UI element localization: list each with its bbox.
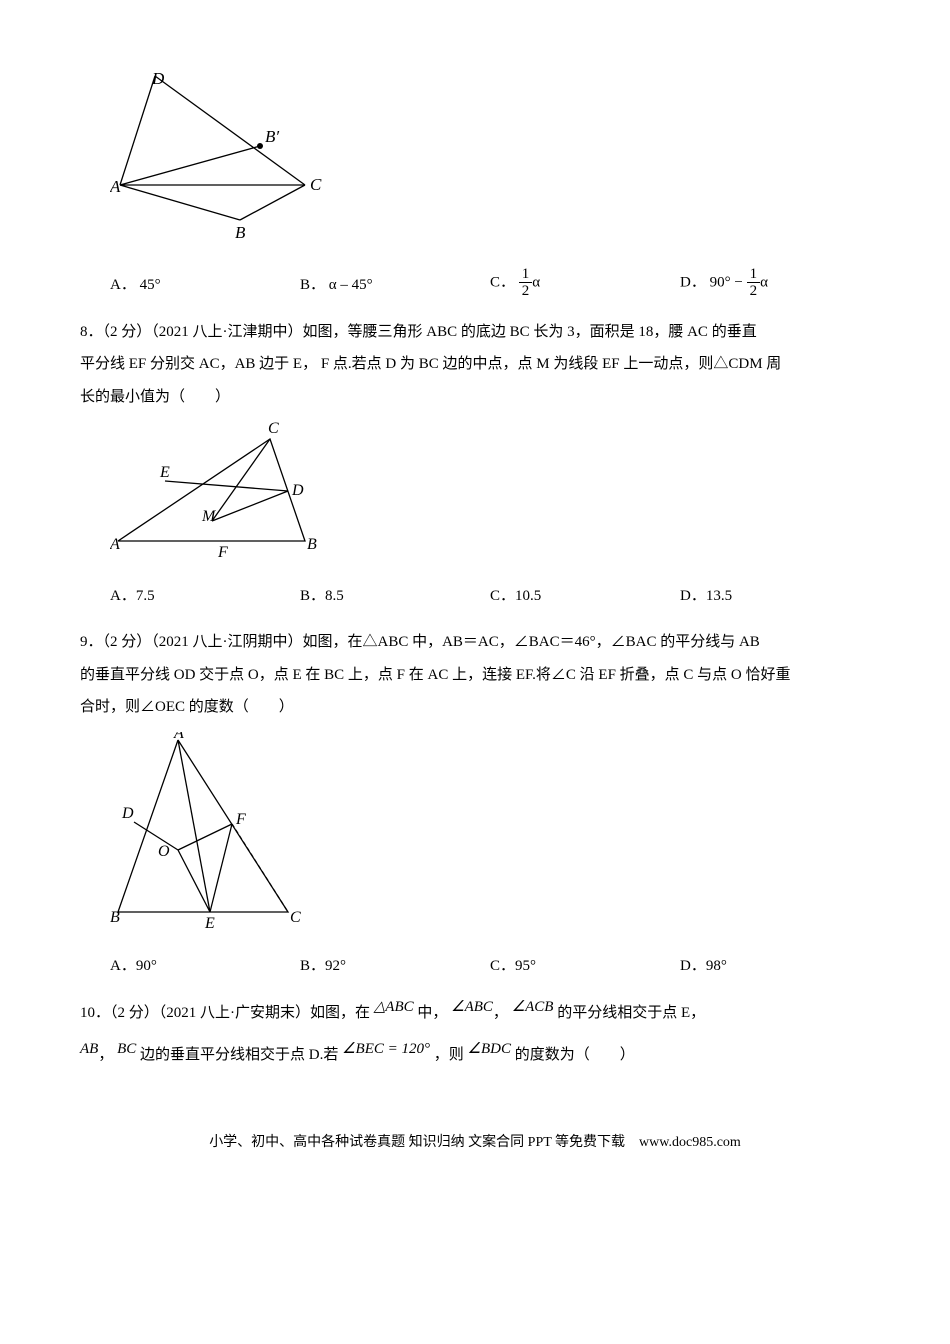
q8-stem-line1: 8．（2 分）（2021 八上·江津期中）如图，等腰三角形 ABC 的底边 BC…	[80, 318, 870, 347]
opt-value: α – 45°	[329, 277, 373, 293]
q7-option-a: A． 45°	[110, 271, 300, 300]
q8-option-c: C．10.5	[490, 582, 680, 611]
page-footer: 小学、初中、高中各种试卷真题 知识归纳 文案合同 PPT 等免费下载 www.d…	[80, 1130, 870, 1157]
opt-label: B．	[300, 277, 325, 293]
svg-text:D: D	[291, 482, 304, 499]
q10-stem-line2: AB， BC 边的垂直平分线相交于点 D.若 ∠BEC = 120° ，则 ∠B…	[80, 1041, 870, 1070]
svg-text:A: A	[173, 732, 184, 742]
svg-text:F: F	[235, 811, 246, 828]
q10-stem-line1: 10．（2 分）（2021 八上·广安期末）如图，在 △ABC 中， ∠ABC，…	[80, 999, 870, 1028]
svg-text:D: D	[121, 805, 134, 822]
svg-text:D: D	[151, 70, 165, 88]
q9-stem-line2: 的垂直平分线 OD 交于点 O，点 E 在 BC 上，点 F 在 AC 上，连接…	[80, 661, 870, 690]
q8-option-b: B．8.5	[300, 582, 490, 611]
q7-option-b: B． α – 45°	[300, 271, 490, 300]
svg-text:E: E	[204, 915, 215, 932]
svg-text:E: E	[159, 464, 170, 481]
q8-options: A．7.5 B．8.5 C．10.5 D．13.5	[110, 582, 870, 611]
opt-label: C．	[490, 274, 515, 290]
q7-figure: A B B′ C D	[110, 70, 870, 256]
q9-option-d: D．98°	[680, 952, 870, 981]
q9-stem-line1: 9．（2 分）（2021 八上·江阴期中）如图，在△ABC 中，AB＝AC，∠B…	[80, 628, 870, 657]
opt-value: 45°	[140, 277, 161, 293]
q8-option-a: A．7.5	[110, 582, 300, 611]
q9-option-c: C．95°	[490, 952, 680, 981]
q8-option-d: D．13.5	[680, 582, 870, 611]
q8-figure: A B C E D M F	[110, 421, 870, 572]
svg-text:F: F	[217, 544, 228, 561]
svg-text:O: O	[158, 843, 170, 860]
svg-text:B: B	[235, 223, 246, 242]
svg-text:C: C	[290, 909, 301, 926]
svg-text:C: C	[310, 175, 322, 194]
svg-text:A: A	[110, 177, 121, 196]
q7-options: A． 45° B． α – 45° C． 12α D． 90° − 12α	[110, 266, 870, 300]
opt-label: A．	[110, 277, 136, 293]
q7-option-d: D． 90° − 12α	[680, 266, 870, 300]
q9-options: A．90° B．92° C．95° D．98°	[110, 952, 870, 981]
q9-stem-line3: 合时，则∠OEC 的度数（ ）	[80, 693, 870, 722]
q7-option-c: C． 12α	[490, 266, 680, 300]
svg-text:B: B	[110, 909, 120, 926]
q8-stem-line2: 平分线 EF 分别交 AC，AB 边于 E， F 点.若点 D 为 BC 边的中…	[80, 350, 870, 379]
svg-text:B: B	[307, 536, 317, 553]
opt-label: D．	[680, 274, 706, 290]
q9-figure: A B C D E F O	[110, 732, 870, 943]
svg-text:M: M	[201, 508, 217, 525]
q9-option-a: A．90°	[110, 952, 300, 981]
svg-text:C: C	[268, 421, 279, 437]
svg-text:A: A	[110, 536, 120, 553]
q8-stem-line3: 长的最小值为（ ）	[80, 383, 870, 412]
q9-option-b: B．92°	[300, 952, 490, 981]
svg-text:B′: B′	[265, 127, 279, 146]
